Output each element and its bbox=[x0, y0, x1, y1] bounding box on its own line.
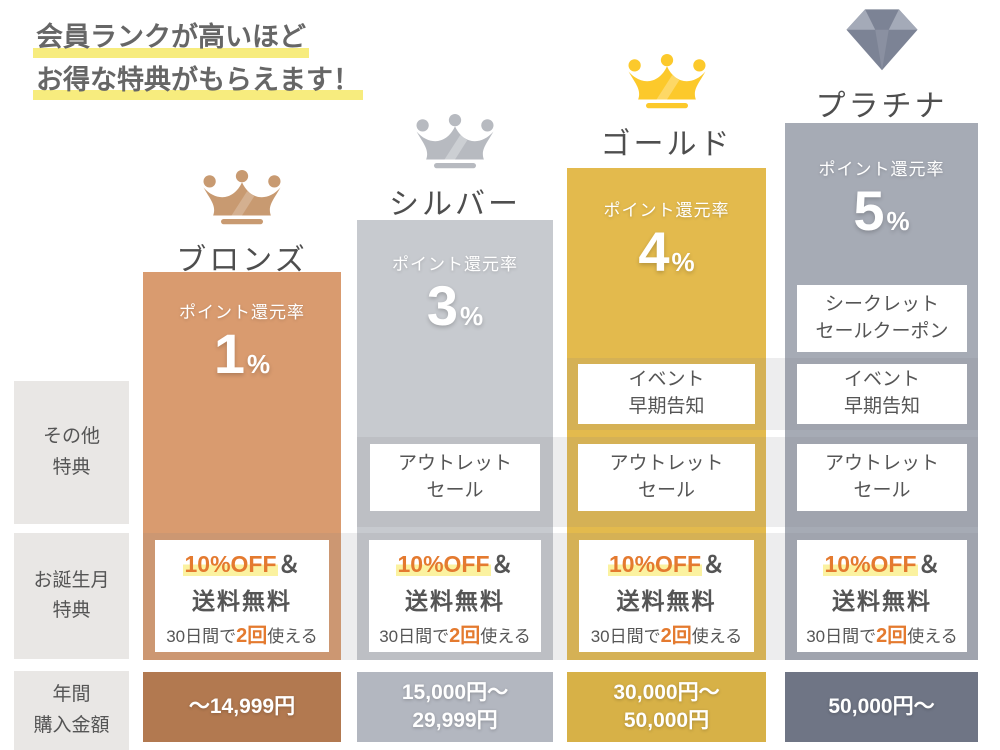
birthday-benefit-silver: 10%OFF＆ 送料無料 30日間で2回使える bbox=[369, 540, 541, 652]
usage-count: 2回 bbox=[660, 624, 692, 647]
benefit-outlet-sale-platinum: アウトレット セール bbox=[797, 444, 967, 511]
birthday-offer-line: 10%OFF＆ bbox=[183, 545, 301, 579]
birthday-offer: 10%OFF bbox=[823, 550, 918, 577]
benefit-outlet-sale-gold: アウトレット セール bbox=[578, 444, 755, 511]
row-label-annual-purchase: 年間 購入金額 bbox=[14, 671, 129, 750]
percent-sign: % bbox=[247, 349, 271, 379]
birthday-usage-line: 30日間で2回使える bbox=[166, 619, 318, 648]
birthday-offer: 10%OFF bbox=[183, 550, 278, 577]
page-title-line2: お得な特典がもらえます！ bbox=[33, 58, 363, 102]
gold-name: ゴールド bbox=[600, 128, 733, 161]
birthday-usage-line: 30日間で2回使える bbox=[591, 619, 743, 648]
gold-rate-value: 4% bbox=[567, 223, 766, 280]
silver-rate-number: 3 bbox=[426, 274, 459, 337]
usage-pre: 30日間で bbox=[379, 626, 450, 646]
birthday-free-shipping: 送料無料 bbox=[832, 587, 932, 614]
birthday-amp: ＆ bbox=[917, 550, 941, 577]
birthday-offer-line: 10%OFF＆ bbox=[823, 545, 941, 579]
usage-post: 使える bbox=[691, 626, 743, 646]
bronze-header: ブロンズ bbox=[143, 170, 341, 279]
birthday-offer-line: 10%OFF＆ bbox=[396, 545, 514, 579]
platinum-rate-block: ポイント還元率 5% bbox=[785, 155, 978, 239]
bronze-crown-icon bbox=[195, 170, 289, 226]
gold-crown-icon bbox=[620, 54, 714, 110]
annual-amount-platinum: 50,000円～ bbox=[785, 672, 978, 742]
benefit-event-notice-gold: イベント 早期告知 bbox=[578, 364, 755, 424]
page-title-line1: 会員ランクが高いほど bbox=[33, 16, 309, 59]
usage-post: 使える bbox=[480, 626, 531, 646]
rate-label: ポイント還元率 bbox=[392, 255, 518, 274]
birthday-free-shipping: 送料無料 bbox=[405, 587, 505, 614]
silver-rate-value: 3% bbox=[357, 277, 553, 334]
birthday-offer: 10%OFF bbox=[607, 550, 703, 577]
silver-header: シルバー bbox=[357, 114, 553, 223]
platinum-rate-value: 5% bbox=[785, 182, 978, 239]
birthday-amp: ＆ bbox=[277, 550, 301, 577]
annual-amount-silver: 15,000円～ 29,999円 bbox=[357, 672, 553, 742]
bronze-rate-number: 1 bbox=[213, 322, 246, 385]
bronze-rate-block: ポイント還元率 1% bbox=[143, 298, 341, 382]
row-label-other-benefits: その他 特典 bbox=[14, 381, 129, 524]
benefit-outlet-sale-silver: アウトレット セール bbox=[370, 444, 540, 511]
benefit-event-notice-platinum: イベント 早期告知 bbox=[797, 364, 967, 424]
rate-label: ポイント還元率 bbox=[818, 160, 945, 179]
page-title: 会員ランクが高いほど お得な特典がもらえます！ bbox=[33, 16, 363, 102]
percent-sign: % bbox=[460, 301, 484, 331]
gold-header: ゴールド bbox=[567, 54, 766, 163]
rate-label: ポイント還元率 bbox=[179, 303, 305, 322]
platinum-diamond-icon bbox=[839, 6, 925, 72]
usage-count: 2回 bbox=[449, 624, 481, 647]
bronze-name: ブロンズ bbox=[176, 244, 308, 277]
gold-rate-block: ポイント還元率 4% bbox=[567, 196, 766, 280]
silver-rate-block: ポイント還元率 3% bbox=[357, 250, 553, 334]
birthday-offer: 10%OFF bbox=[396, 550, 491, 577]
usage-pre: 30日間で bbox=[166, 626, 237, 646]
birthday-free-shipping: 送料無料 bbox=[192, 587, 292, 614]
row-label-birthday-benefits: お誕生月 特典 bbox=[14, 533, 129, 659]
platinum-header: プラチナ bbox=[785, 6, 978, 125]
usage-pre: 30日間で bbox=[590, 626, 661, 646]
platinum-rate-number: 5 bbox=[853, 179, 885, 242]
annual-amount-gold: 30,000円～ 50,000円 bbox=[567, 672, 766, 742]
birthday-benefit-gold: 10%OFF＆ 送料無料 30日間で2回使える bbox=[579, 540, 754, 652]
birthday-benefit-bronze: 10%OFF＆ 送料無料 30日間で2回使える bbox=[155, 540, 329, 652]
usage-post: 使える bbox=[907, 626, 958, 646]
birthday-free-shipping: 送料無料 bbox=[616, 587, 717, 614]
birthday-offer-line: 10%OFF＆ bbox=[607, 545, 726, 579]
usage-pre: 30日間で bbox=[806, 626, 877, 646]
silver-name: シルバー bbox=[389, 188, 521, 221]
usage-post: 使える bbox=[267, 626, 318, 646]
birthday-usage-line: 30日間で2回使える bbox=[806, 619, 958, 648]
benefit-secret-sale-coupon-platinum: シークレット セールクーポン bbox=[797, 285, 967, 352]
birthday-usage-line: 30日間で2回使える bbox=[379, 619, 531, 648]
platinum-name: プラチナ bbox=[815, 90, 948, 123]
percent-sign: % bbox=[886, 206, 910, 236]
percent-sign: % bbox=[671, 247, 695, 277]
gold-rate-number: 4 bbox=[638, 220, 670, 283]
birthday-benefit-platinum: 10%OFF＆ 送料無料 30日間で2回使える bbox=[797, 540, 967, 652]
rate-label: ポイント還元率 bbox=[603, 201, 730, 220]
silver-crown-icon bbox=[408, 114, 502, 170]
usage-count: 2回 bbox=[876, 624, 908, 647]
usage-count: 2回 bbox=[236, 624, 268, 647]
birthday-amp: ＆ bbox=[490, 550, 514, 577]
annual-amount-bronze: ～14,999円 bbox=[143, 672, 341, 742]
bronze-rate-value: 1% bbox=[143, 325, 341, 382]
birthday-amp: ＆ bbox=[702, 550, 726, 577]
